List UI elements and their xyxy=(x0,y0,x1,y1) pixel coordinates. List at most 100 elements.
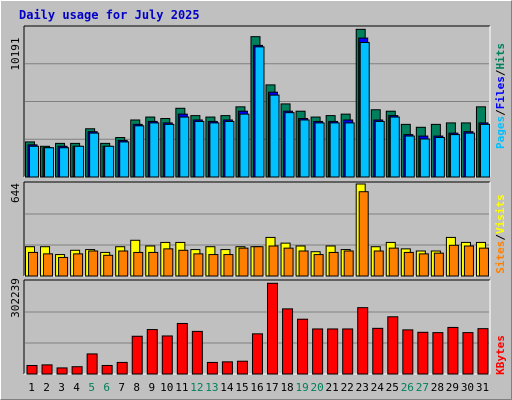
sites-bar xyxy=(43,253,54,277)
sites-bar xyxy=(343,250,354,277)
hits-files-pages-panel xyxy=(23,25,491,178)
sites-bar xyxy=(238,247,249,277)
day-label: 3 xyxy=(58,381,65,394)
pages-bar xyxy=(404,135,415,178)
sites-bar xyxy=(313,254,324,277)
kbytes-bar xyxy=(402,329,414,375)
day-label: 30 xyxy=(461,381,474,394)
kbytes-bar xyxy=(146,329,158,375)
kbytes-bar xyxy=(161,335,173,375)
pages-bar xyxy=(59,147,70,178)
bot-legend: KBytes xyxy=(494,335,507,375)
sites-bar xyxy=(283,247,294,277)
pages-bar xyxy=(434,137,445,178)
pages-bar xyxy=(419,138,430,178)
sites-bar xyxy=(73,253,84,277)
kbytes-bar xyxy=(26,364,38,375)
pages-bar xyxy=(209,122,220,178)
day-label: 23 xyxy=(356,381,369,394)
legend-pages: Pages xyxy=(494,116,507,149)
pages-bar xyxy=(449,134,460,178)
pages-bar xyxy=(74,145,85,178)
day-label: 12 xyxy=(190,381,203,394)
kbytes-bar xyxy=(357,307,369,375)
kbytes-bar xyxy=(417,331,429,375)
visits-sites-panel xyxy=(23,181,491,277)
sites-bar xyxy=(418,253,429,277)
sites-bar xyxy=(463,245,474,277)
pages-bar xyxy=(284,112,295,178)
day-label: 4 xyxy=(73,381,80,394)
sites-bar xyxy=(478,247,489,277)
day-label: 21 xyxy=(326,381,339,394)
legend-hits: Hits xyxy=(494,43,507,70)
pages-bar xyxy=(314,122,325,178)
legend-sites: Sites xyxy=(494,241,507,274)
sites-bar xyxy=(223,254,234,277)
kbytes-bar xyxy=(267,282,279,375)
pages-bar xyxy=(134,125,145,178)
sites-bar xyxy=(403,251,414,277)
sites-bar xyxy=(118,250,129,277)
kbytes-bar xyxy=(56,367,68,375)
kbytes-bar xyxy=(387,316,399,375)
sites-bar xyxy=(328,251,339,277)
sites-bar xyxy=(88,250,99,277)
kbytes-bar xyxy=(312,328,324,375)
kbytes-bar xyxy=(116,361,128,375)
day-label: 8 xyxy=(133,381,140,394)
sites-bar xyxy=(103,254,114,277)
day-label: 13 xyxy=(205,381,218,394)
x-axis-day-labels: 1 2 3 4 5 6 7 8 9 10 11 12 13 14 15 16 17 18 19 20 21 22 23 24 2… xyxy=(28,381,489,394)
pages-bar xyxy=(149,122,160,178)
legend-visits: Visits xyxy=(494,194,507,234)
pages-bar xyxy=(374,120,385,178)
sites-bar xyxy=(208,254,219,277)
sites-bar xyxy=(163,248,174,277)
legend-sep-2: / xyxy=(494,69,507,76)
pages-bar xyxy=(89,132,100,178)
kbytes-bar xyxy=(221,361,233,375)
pages-bar xyxy=(329,122,340,178)
day-label: 2 xyxy=(43,381,50,394)
day-label: 29 xyxy=(446,381,459,394)
pages-bar xyxy=(254,46,265,178)
sites-bar xyxy=(373,250,384,277)
kbytes-bar xyxy=(251,333,263,375)
legend-sep-1: / xyxy=(494,109,507,116)
pages-bar xyxy=(29,145,39,178)
pages-bar xyxy=(164,123,175,178)
sites-bar xyxy=(193,253,204,277)
pages-bar xyxy=(479,123,490,178)
day-label: 11 xyxy=(175,381,188,394)
pages-bar xyxy=(44,147,55,178)
kbytes-bar xyxy=(447,326,459,375)
sites-bar xyxy=(433,252,444,277)
day-label: 1 xyxy=(28,381,35,394)
day-label: 20 xyxy=(311,381,324,394)
pages-bar xyxy=(104,145,115,178)
day-label: 24 xyxy=(371,381,385,394)
kbytes-bar xyxy=(342,328,354,375)
bot-max-label: 302239 xyxy=(9,278,22,318)
sites-bar xyxy=(58,256,69,277)
kbytes-bar xyxy=(176,322,188,375)
kbytes-bar xyxy=(191,330,203,375)
day-label: 14 xyxy=(220,381,234,394)
sites-bar xyxy=(448,244,459,277)
day-label: 27 xyxy=(416,381,429,394)
day-label: 26 xyxy=(401,381,414,394)
day-label: 19 xyxy=(295,381,308,394)
kbytes-bar xyxy=(206,361,218,375)
sites-bar xyxy=(28,251,38,277)
pages-bar xyxy=(464,132,475,178)
pages-bar xyxy=(194,120,205,178)
kbytes-bar xyxy=(236,360,248,375)
day-label: 16 xyxy=(250,381,263,394)
day-label: 15 xyxy=(235,381,248,394)
pages-bar xyxy=(119,141,130,178)
sites-bar xyxy=(388,247,399,277)
pages-bar xyxy=(344,122,355,178)
mid-legend: Sites/Visits xyxy=(494,194,507,274)
